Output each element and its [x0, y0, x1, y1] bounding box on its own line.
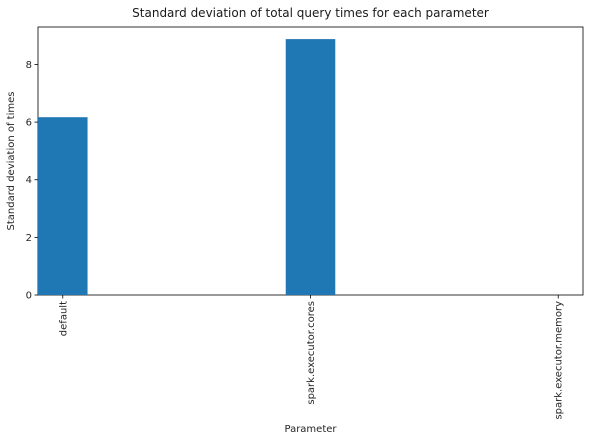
y-tick-label: 0 — [26, 291, 32, 302]
y-tick-label: 2 — [26, 233, 32, 244]
y-tick-label: 4 — [26, 175, 32, 186]
bars-layer — [38, 39, 335, 295]
x-tick-label: spark.executor.memory — [554, 301, 565, 420]
y-tick-label: 6 — [26, 118, 32, 129]
x-tick-label: spark.executor.cores — [306, 301, 317, 405]
x-axis-label: Parameter — [284, 424, 337, 435]
chart-title: Standard deviation of total query times … — [132, 6, 489, 20]
x-axis: default spark.executor.cores spark.executo… — [58, 295, 564, 420]
x-tick-label: default — [58, 301, 69, 336]
bar-default — [38, 117, 88, 295]
y-axis: 0 2 4 6 8 — [26, 60, 38, 302]
y-tick-label: 8 — [26, 60, 32, 71]
y-axis-label: Standard deviation of times — [6, 92, 17, 231]
bar-spark-executor-cores — [286, 39, 336, 295]
